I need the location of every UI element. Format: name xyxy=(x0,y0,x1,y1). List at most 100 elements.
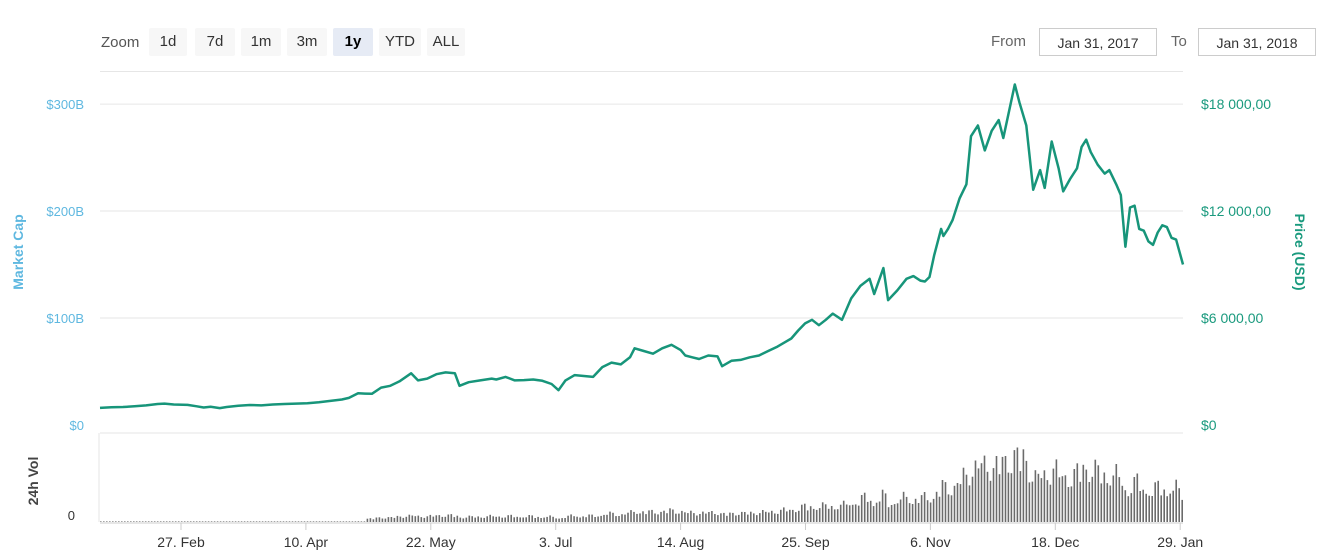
volume-bar xyxy=(929,502,932,522)
volume-bar xyxy=(1157,480,1159,522)
volume-bar xyxy=(1055,459,1058,522)
volume-bar xyxy=(399,516,402,522)
volume-bar xyxy=(1181,499,1183,522)
volume-bar xyxy=(106,521,108,522)
date-tick-label: 27. Feb xyxy=(157,534,205,550)
volume-bar xyxy=(255,521,258,522)
price-tick-label: $12 000,00 xyxy=(1201,203,1271,219)
volume-bar xyxy=(276,521,279,522)
volume-bar xyxy=(726,515,728,522)
volume-bar xyxy=(1010,473,1013,522)
volume-bar xyxy=(285,521,288,522)
volume-bar xyxy=(783,507,785,522)
volume-bar xyxy=(273,521,276,522)
volume-bar xyxy=(133,521,135,522)
zoom-all-button[interactable]: ALL xyxy=(427,28,465,56)
volume-bar xyxy=(1028,482,1031,522)
volume-bar xyxy=(345,521,348,522)
volume-bar xyxy=(795,512,797,522)
zoom-label: Zoom xyxy=(101,34,140,51)
volume-bar xyxy=(908,503,911,522)
volume-bar xyxy=(130,521,132,522)
volume-bar xyxy=(411,515,414,522)
volume-bar xyxy=(636,513,638,522)
volume-bar xyxy=(1049,484,1052,522)
zoom-1y-button[interactable]: 1y xyxy=(333,28,373,56)
volume-bar xyxy=(387,517,390,522)
volume-bar xyxy=(1118,477,1121,522)
volume-bar xyxy=(183,521,186,522)
volume-bar xyxy=(1136,473,1139,522)
volume-bar xyxy=(720,513,722,522)
volume-bar xyxy=(947,494,950,522)
zoom-1d-button[interactable]: 1d xyxy=(149,28,187,56)
volume-bar xyxy=(1175,479,1177,522)
chart-gridlines xyxy=(100,103,1183,319)
volume-bar xyxy=(627,512,629,522)
volume-bar xyxy=(771,510,773,522)
volume-bar xyxy=(189,521,192,522)
volume-bar xyxy=(633,511,635,522)
volume-bar xyxy=(585,517,587,522)
volume-bar xyxy=(198,521,201,522)
volume-bar xyxy=(324,521,327,522)
volume-bar xyxy=(768,512,770,522)
volume-bar xyxy=(944,482,947,522)
volume-bar xyxy=(1163,489,1165,522)
volume-bar xyxy=(360,521,363,522)
volume-bar xyxy=(914,498,917,522)
volume-bar xyxy=(896,503,899,522)
volume-bar xyxy=(180,521,183,522)
volume-bar xyxy=(711,511,713,522)
volume-bar xyxy=(932,498,935,522)
volume-bar xyxy=(1151,496,1153,522)
volume-bar xyxy=(519,517,521,522)
zoom-3m-button[interactable]: 3m xyxy=(287,28,327,56)
from-date-input[interactable]: Jan 31, 2017 xyxy=(1039,28,1157,56)
volume-bar xyxy=(1121,485,1124,522)
volume-bar xyxy=(968,485,971,522)
volume-bar xyxy=(1097,465,1100,522)
date-axis: 27. Feb 10. Apr 22. May 3. Jul 14. Aug 25. Se… xyxy=(157,523,1203,550)
zoom-1m-button[interactable]: 1m xyxy=(241,28,281,56)
volume-bar xyxy=(630,510,632,522)
volume-bar xyxy=(315,521,318,522)
volume-bar xyxy=(354,521,357,522)
volume-bar xyxy=(923,492,926,522)
date-tick-label: 10. Apr xyxy=(284,534,329,550)
volume-bar xyxy=(100,521,102,522)
volume-bar xyxy=(501,517,503,522)
volume-bar xyxy=(917,503,920,522)
volume-bar xyxy=(962,467,965,522)
volume-bar xyxy=(321,521,324,522)
volume-bar xyxy=(573,516,575,522)
volume-bar xyxy=(699,514,701,522)
volume-bar xyxy=(267,521,270,522)
volume-bar xyxy=(588,514,590,522)
volume-bar xyxy=(1115,464,1118,522)
volume-bar xyxy=(974,460,977,522)
volume-bar xyxy=(1106,483,1109,522)
volume-bar xyxy=(1124,490,1127,522)
volume-bar xyxy=(893,504,896,522)
zoom-ytd-button[interactable]: YTD xyxy=(379,28,421,56)
volume-bar xyxy=(615,516,617,522)
volume-bar xyxy=(735,515,737,522)
zoom-7d-button[interactable]: 7d xyxy=(195,28,235,56)
price-axis: $0 $6 000,00 $12 000,00 $18 000,00 xyxy=(1201,96,1271,433)
volume-bar xyxy=(1025,460,1028,522)
volume-bar xyxy=(483,517,485,522)
volume-bar xyxy=(243,521,246,522)
volume-bar xyxy=(249,521,252,522)
volume-bar xyxy=(642,511,644,522)
chart-toolbar: Zoom 1d 7d 1m 3m 1y YTD ALL From Jan 31,… xyxy=(0,0,1321,72)
volume-bar xyxy=(723,512,725,522)
volume-bar xyxy=(1133,477,1136,522)
volume-bar xyxy=(989,480,992,522)
volume-bar xyxy=(759,513,761,522)
to-date-input[interactable]: Jan 31, 2018 xyxy=(1198,28,1316,56)
volume-bar xyxy=(696,515,698,522)
volume-bar xyxy=(1178,488,1180,522)
volume-bar xyxy=(408,514,411,522)
volume-bar xyxy=(690,510,692,522)
